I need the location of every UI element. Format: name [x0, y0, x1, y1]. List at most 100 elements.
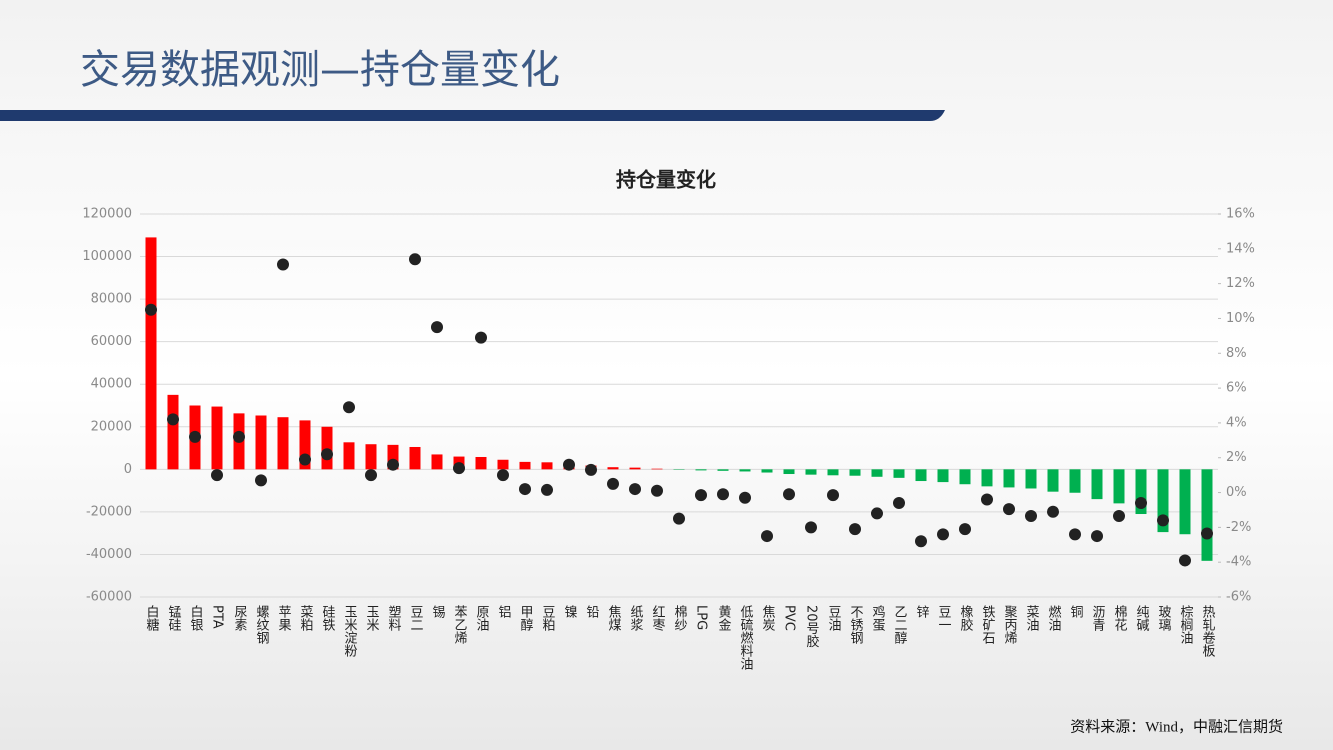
bar: [607, 467, 619, 470]
chart-title: 持仓量变化: [616, 168, 716, 192]
dot: [475, 331, 487, 344]
x-tick-label: 铝: [496, 605, 512, 618]
y-tick-label: 40000: [91, 377, 132, 392]
x-tick-label: 甲醇: [518, 605, 534, 631]
x-tick-label: 镍: [562, 605, 578, 618]
bar: [1091, 469, 1103, 500]
y-tick-label: -40000: [86, 547, 132, 562]
x-tick-label: 白糖: [144, 604, 160, 632]
dot: [1025, 510, 1037, 523]
dot: [387, 458, 399, 471]
y-tick-label: -20000: [86, 504, 132, 519]
dot: [1003, 503, 1015, 516]
dot: [277, 258, 289, 271]
bar: [959, 469, 971, 485]
x-tick-label: 豆一: [936, 605, 952, 631]
bar: [1179, 469, 1191, 535]
dot: [255, 474, 267, 487]
dot: [761, 530, 773, 543]
bar: [805, 469, 817, 475]
x-tick-label: 纯碱: [1134, 605, 1150, 631]
y2-tick-label: 14%: [1226, 241, 1255, 256]
y-tick-label: -60000: [86, 590, 132, 605]
bar: [651, 468, 663, 470]
x-tick-label: 黄金: [716, 605, 732, 631]
bar: [739, 469, 751, 472]
dot: [607, 477, 619, 490]
y2-tick-label: 4%: [1226, 415, 1247, 430]
dot: [1091, 530, 1103, 543]
x-tick-label: 苯乙烯: [452, 605, 468, 644]
dot: [849, 523, 861, 536]
x-tick-label: 棕榈油: [1178, 605, 1194, 644]
x-tick-label: 豆油: [826, 605, 842, 631]
dot: [299, 453, 311, 466]
x-tick-label: 硅铁: [320, 605, 336, 631]
y2-tick-label: -4%: [1226, 555, 1251, 570]
bar: [475, 456, 487, 470]
dot: [1157, 514, 1169, 527]
bar: [541, 462, 553, 470]
x-tick-label: 纸浆: [628, 605, 644, 631]
x-tick-label: PVC: [782, 605, 797, 631]
dot: [673, 512, 685, 525]
dot: [783, 488, 795, 501]
bar: [167, 394, 179, 470]
source: 资料来源：Wind，中融汇信期货: [1070, 718, 1283, 735]
dot: [651, 484, 663, 497]
dot: [409, 253, 421, 266]
bar: [1157, 469, 1169, 533]
x-tick-label: 塑料: [386, 605, 402, 631]
dot: [805, 521, 817, 534]
bar: [717, 469, 729, 471]
x-tick-label: 热轧卷板: [1200, 605, 1216, 658]
bar: [1135, 469, 1147, 515]
x-tick-label: 白银: [188, 604, 204, 631]
dot: [739, 491, 751, 504]
x-tick-label: 苹果: [276, 605, 292, 631]
y-tick-label: 100000: [82, 249, 132, 264]
bar: [761, 469, 773, 473]
x-tick-label: 锌: [914, 605, 930, 618]
dot: [585, 463, 597, 476]
dot: [827, 489, 839, 502]
x-tick-label: 尿素: [232, 605, 248, 631]
bar: [1069, 469, 1081, 493]
y2-tick-label: 0%: [1226, 485, 1247, 500]
y2-tick-label: 16%: [1226, 207, 1255, 222]
y2-tick-label: -6%: [1226, 590, 1251, 605]
dot: [453, 462, 465, 475]
dot: [541, 483, 553, 496]
x-tick-label: 锡: [430, 605, 446, 618]
bar: [981, 469, 993, 487]
dot: [915, 535, 927, 548]
y-tick-label: 20000: [91, 419, 132, 434]
bar: [871, 469, 883, 477]
dot: [1201, 527, 1213, 540]
bar: [1003, 469, 1015, 488]
bar: [321, 426, 333, 470]
bar: [695, 469, 707, 471]
x-tick-label: 螺纹钢: [254, 605, 270, 645]
y-tick-label: 60000: [91, 334, 132, 349]
x-tick-label: 玻璃: [1156, 605, 1172, 631]
x-tick-label: 豆二: [408, 605, 424, 631]
x-tick-label: 橡胶: [958, 605, 974, 632]
x-tick-label: 20号胶: [804, 605, 820, 649]
dot: [189, 430, 201, 443]
dot: [431, 321, 443, 334]
x-tick-label: 棉纱: [672, 605, 688, 631]
bar: [1025, 469, 1037, 489]
x-tick-label: 锰硅: [166, 605, 182, 631]
dot: [1113, 510, 1125, 523]
dot: [145, 303, 157, 316]
dot: [211, 469, 223, 482]
dot: [563, 458, 575, 471]
dot: [959, 523, 971, 536]
bar: [827, 469, 839, 476]
bar: [783, 469, 795, 475]
x-tick-label: 焦煤: [606, 605, 622, 631]
x-tick-label: 菜粕: [298, 605, 314, 631]
bar: [255, 415, 267, 470]
